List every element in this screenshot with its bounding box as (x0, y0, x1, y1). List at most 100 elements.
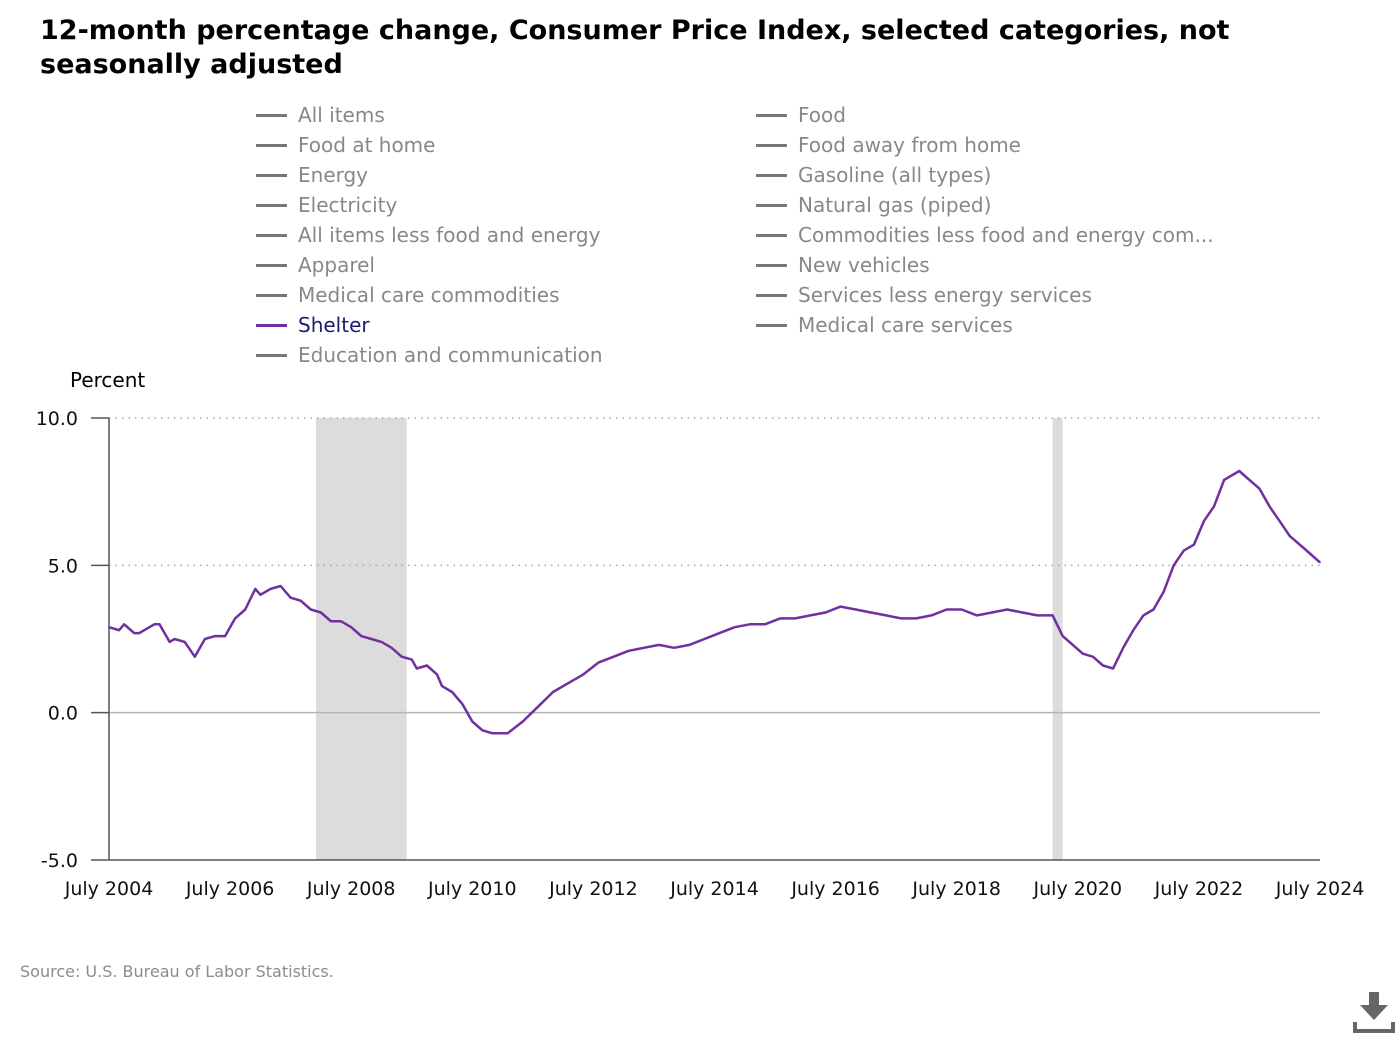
y-tick-label: -5.0 (41, 850, 78, 872)
legend-item-food-at-home[interactable]: Food at home (256, 130, 435, 160)
data-point (749, 623, 751, 626)
legend-swatch (756, 143, 787, 147)
data-point (310, 608, 312, 611)
legend-label: New vehicles (798, 253, 930, 277)
data-point (1223, 479, 1225, 481)
data-point (1213, 505, 1215, 508)
data-point (1071, 644, 1074, 646)
data-point (764, 623, 766, 626)
legend-swatch (256, 323, 287, 327)
legend-swatch (256, 203, 287, 207)
legend-item-shelter[interactable]: Shelter (256, 310, 370, 340)
legend-label: Apparel (298, 253, 375, 277)
data-point (1309, 552, 1311, 555)
x-tick-label: July 2020 (1033, 878, 1123, 900)
data-point (1248, 479, 1251, 481)
data-point (1061, 635, 1064, 637)
data-point (627, 649, 630, 652)
data-point (1319, 561, 1321, 564)
x-tick-label: July 2012 (548, 878, 638, 900)
data-point (824, 611, 827, 614)
legend-item-commodities-less-food-and-energy-com[interactable]: Commodities less food and energy com... (756, 220, 1214, 250)
recession-band (315, 418, 407, 860)
legend-item-medical-care-services[interactable]: Medical care services (756, 310, 1013, 340)
data-point (471, 720, 474, 723)
x-tick-label: July 2022 (1154, 878, 1244, 900)
legend-label: All items less food and energy (298, 223, 601, 247)
data-point (1036, 614, 1039, 617)
data-point (481, 729, 484, 732)
data-point (204, 638, 206, 640)
legend-item-gasoline-all-types[interactable]: Gasoline (all types) (756, 160, 991, 190)
legend-swatch (756, 233, 787, 237)
data-point (1238, 470, 1241, 472)
legend-item-electricity[interactable]: Electricity (256, 190, 397, 220)
legend-swatch (756, 203, 787, 207)
data-point (900, 617, 902, 620)
data-point (839, 605, 842, 608)
data-point (1112, 667, 1114, 670)
data-point (461, 703, 464, 705)
download-icon[interactable] (1352, 990, 1396, 1034)
legend-label: Medical care services (798, 313, 1013, 337)
legend-item-new-vehicles[interactable]: New vehicles (756, 250, 930, 280)
data-point (108, 626, 110, 629)
data-point (658, 644, 660, 646)
data-point (390, 647, 393, 649)
legend-label: Energy (298, 163, 369, 187)
data-point (809, 614, 812, 617)
legend-label: Services less energy services (798, 283, 1092, 307)
data-point (360, 635, 363, 637)
data-point (193, 655, 196, 658)
x-tick-label: July 2006 (185, 878, 275, 900)
legend-item-food[interactable]: Food (756, 100, 846, 130)
data-point (1051, 614, 1054, 617)
data-point (153, 623, 156, 626)
data-point (279, 585, 282, 587)
data-point (1142, 614, 1145, 617)
legend-item-all-items[interactable]: All items (256, 100, 385, 130)
data-point (960, 608, 963, 611)
legend-item-natural-gas-piped[interactable]: Natural gas (piped) (756, 190, 991, 220)
data-point (183, 641, 186, 643)
legend-swatch (256, 353, 287, 357)
legend-swatch (256, 173, 287, 177)
data-point (930, 614, 933, 617)
data-point (400, 655, 403, 658)
legend-label: Shelter (298, 313, 370, 337)
legend-swatch (256, 113, 287, 117)
data-point (1122, 647, 1125, 649)
legend-item-food-away-from-home[interactable]: Food away from home (756, 130, 1021, 160)
data-point (1006, 608, 1008, 611)
data-point (380, 641, 383, 643)
legend-label: Gasoline (all types) (798, 163, 992, 187)
data-point (320, 611, 322, 614)
data-point (1288, 535, 1291, 537)
legend-label: Education and communication (298, 343, 603, 367)
data-point (123, 623, 125, 626)
legend-item-medical-care-commodities[interactable]: Medical care commodities (256, 280, 559, 310)
legend-item-services-less-energy-services[interactable]: Services less energy services (756, 280, 1092, 310)
x-tick-label: July 2010 (427, 878, 517, 900)
legend-label: All items (298, 103, 385, 127)
x-tick-label: July 2004 (64, 878, 154, 900)
data-point (794, 617, 797, 620)
legend-label: Natural gas (piped) (798, 193, 992, 217)
data-point (133, 632, 136, 634)
legend-item-energy[interactable]: Energy (256, 160, 368, 190)
data-point (158, 623, 161, 626)
data-point (234, 617, 236, 620)
data-point (426, 664, 428, 667)
data-point (244, 608, 247, 611)
legend-item-all-items-less-food-and-energy[interactable]: All items less food and energy (256, 220, 600, 250)
data-point (330, 620, 332, 623)
chart-title: 12-month percentage change, Consumer Pri… (40, 15, 1230, 80)
recession-band (1052, 418, 1063, 860)
data-point (885, 614, 887, 617)
legend-item-education-and-communication[interactable]: Education and communication (256, 340, 603, 370)
data-point (703, 638, 706, 640)
legend-item-apparel[interactable]: Apparel (256, 250, 375, 280)
legend-swatch (756, 263, 787, 267)
x-tick-label: July 2024 (1275, 878, 1365, 900)
y-tick-label: 0.0 (48, 703, 78, 725)
